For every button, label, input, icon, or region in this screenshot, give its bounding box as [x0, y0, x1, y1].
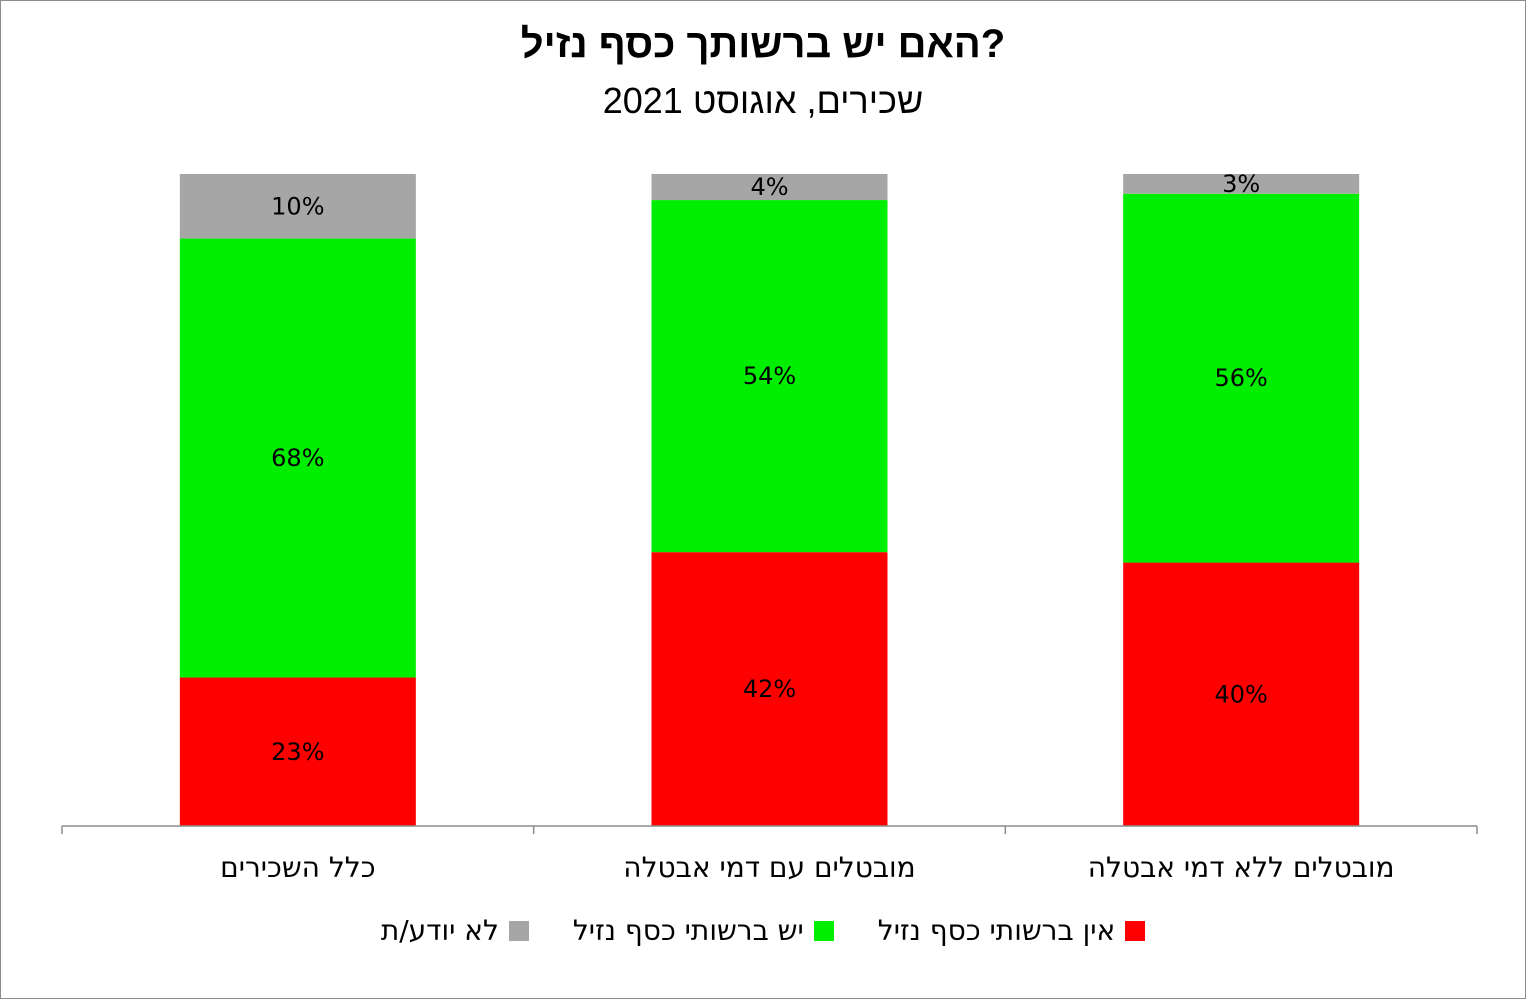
- bar-segment: [1123, 193, 1360, 563]
- category-label: כלל השכירים: [220, 851, 375, 884]
- data-label: 4%: [750, 173, 788, 201]
- bar-segment: [179, 238, 416, 678]
- data-label: 54%: [743, 362, 796, 390]
- data-label: 10%: [271, 192, 324, 220]
- data-label: 23%: [271, 738, 324, 766]
- data-label: 3%: [1222, 170, 1260, 198]
- bar-segment: [651, 200, 888, 553]
- legend-swatch-gray: [508, 920, 529, 941]
- category-label: מובטלים ללא דמי אבטלה: [1088, 851, 1395, 884]
- legend-item-dont-know: לא יודע/ת: [381, 914, 529, 947]
- legend-item-has-liquid: יש ברשותי כסף נזיל: [573, 914, 834, 947]
- legend-swatch-green: [813, 920, 834, 941]
- legend: אין ברשותי כסף נזיל יש ברשותי כסף נזיל ל…: [0, 914, 1526, 947]
- bar-segment: [1123, 174, 1360, 194]
- bar-segment: [1123, 562, 1360, 826]
- data-label: 56%: [1214, 364, 1267, 392]
- bar-segment: [179, 174, 416, 239]
- bar-segment: [651, 174, 888, 201]
- legend-label: אין ברשותי כסף נזיל: [877, 914, 1116, 947]
- legend-label: יש ברשותי כסף נזיל: [572, 914, 804, 947]
- chart-title: האם יש ברשותך כסף נזיל?: [520, 22, 1006, 66]
- data-label: 40%: [1214, 680, 1267, 708]
- bar-segment: [179, 677, 416, 826]
- legend-item-no-liquid: אין ברשותי כסף נזיל: [877, 914, 1146, 947]
- legend-label: לא יודע/ת: [380, 914, 499, 947]
- category-label: מובטלים עם דמי אבטלה: [623, 851, 915, 884]
- data-label: 42%: [743, 675, 796, 703]
- chart-subtitle: שכירים, אוגוסט 2021: [602, 80, 924, 121]
- legend-swatch-red: [1125, 920, 1146, 941]
- data-label: 68%: [271, 444, 324, 472]
- bar-segment: [651, 552, 888, 826]
